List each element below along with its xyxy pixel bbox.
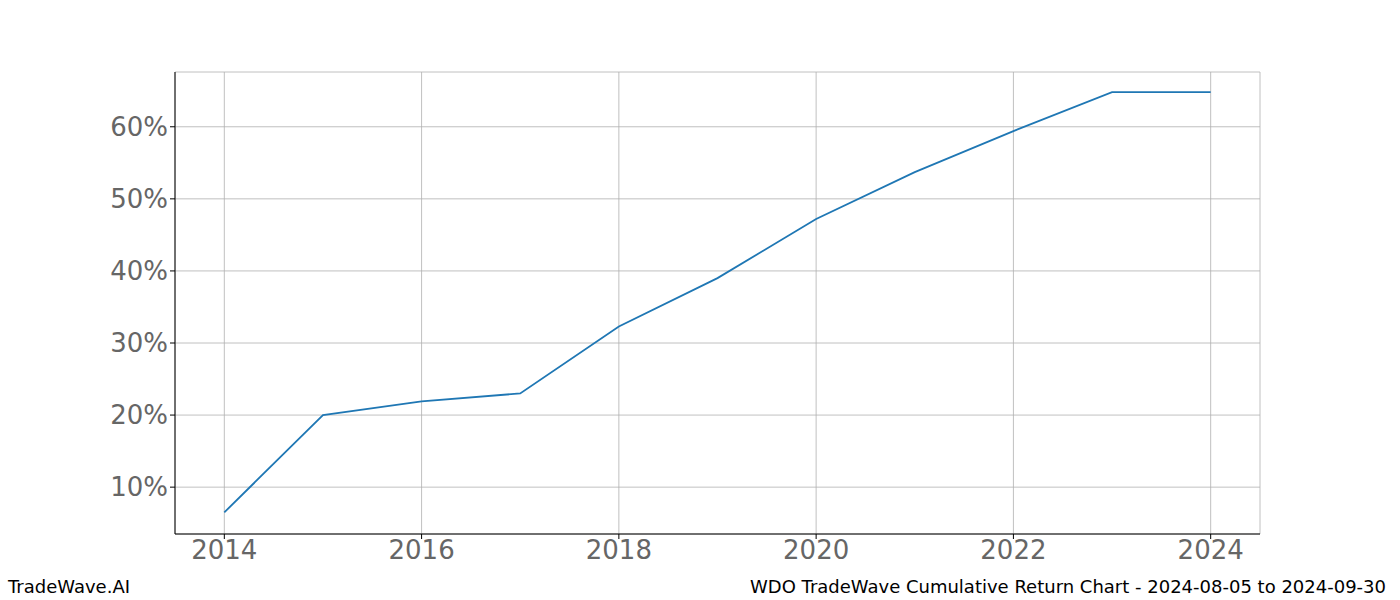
html-text:WDO TradeWave Cumulative Retur: WDO TradeWave Cumulative Return Chart - … <box>750 576 1386 597</box>
svg-text:2016: 2016 <box>389 535 455 565</box>
svg-text:2024: 2024 <box>1178 535 1244 565</box>
svg-text:40%: 40% <box>110 256 168 286</box>
svg-text:60%: 60% <box>110 112 168 142</box>
html-text:TradeWave.AI: TradeWave.AI <box>8 576 130 597</box>
svg-text:30%: 30% <box>110 328 168 358</box>
svg-text:2022: 2022 <box>980 535 1046 565</box>
svg-text:2018: 2018 <box>586 535 652 565</box>
svg-text:50%: 50% <box>110 184 168 214</box>
svg-text:10%: 10% <box>110 472 168 502</box>
svg-text:2020: 2020 <box>783 535 849 565</box>
svg-text:2014: 2014 <box>191 535 257 565</box>
svg-text:20%: 20% <box>110 400 168 430</box>
